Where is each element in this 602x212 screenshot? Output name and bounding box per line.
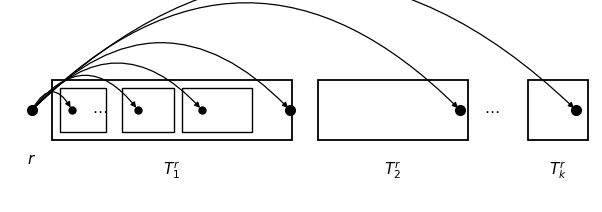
Bar: [122, 88, 174, 132]
Text: $\cdots$: $\cdots$: [92, 102, 108, 117]
Text: $r$: $r$: [28, 152, 37, 167]
FancyArrowPatch shape: [34, 0, 573, 108]
Text: $\cdots$: $\cdots$: [484, 102, 500, 117]
Text: $T_2^r$: $T_2^r$: [384, 159, 402, 181]
Bar: [528, 80, 588, 140]
Text: $T_1^r$: $T_1^r$: [163, 159, 181, 181]
FancyArrowPatch shape: [34, 3, 457, 108]
Bar: [318, 80, 468, 140]
Bar: [182, 88, 252, 132]
FancyArrowPatch shape: [34, 63, 199, 108]
FancyArrowPatch shape: [33, 92, 70, 108]
Bar: [52, 80, 292, 140]
FancyArrowPatch shape: [34, 43, 287, 108]
Bar: [60, 88, 106, 132]
Text: $T_k^r$: $T_k^r$: [549, 159, 567, 181]
FancyArrowPatch shape: [34, 75, 135, 108]
